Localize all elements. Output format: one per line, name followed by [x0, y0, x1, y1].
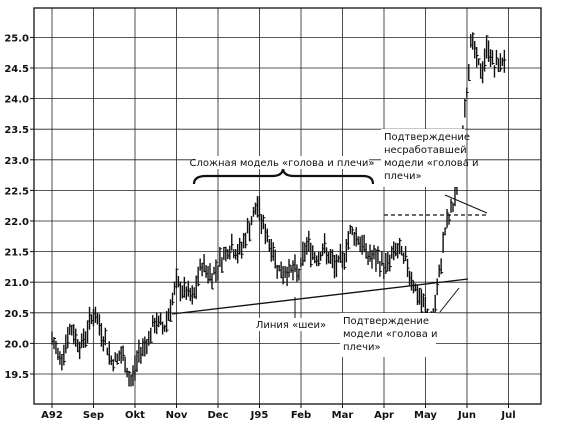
x-tick-label: Nov [166, 410, 188, 421]
y-tick-label: 22.0 [4, 217, 29, 228]
x-tick-label: Dec [207, 410, 228, 421]
neckline-label: Линия «шеи» [256, 320, 326, 331]
y-tick-label: 24.0 [4, 95, 29, 106]
failed-confirm-pointer [444, 194, 488, 214]
y-tick-label: 23.0 [4, 156, 29, 167]
x-tick-label: Jul [500, 410, 515, 421]
y-tick-label: 20.5 [4, 309, 29, 320]
y-tick-label: 20.0 [4, 339, 29, 350]
x-tick-label: Apr [374, 410, 394, 421]
x-tick-label: Jun [457, 410, 476, 421]
confirm-label-line-2: модели «голова и [343, 329, 438, 340]
neckline [171, 278, 469, 315]
x-tick-label: A92 [41, 410, 63, 421]
failed-confirm-label-line-3: модели «голова и [384, 158, 479, 169]
y-tick-label: 21.5 [4, 248, 29, 259]
head-shoulders-brace [192, 167, 375, 185]
x-tick-label: J95 [250, 410, 269, 421]
y-tick-label: 23.5 [4, 125, 29, 136]
y-tick-label: 25.0 [4, 33, 29, 44]
x-tick-label: Okt [125, 410, 145, 421]
price-bars [51, 32, 507, 387]
y-tick-label: 21.0 [4, 278, 29, 289]
annotation-layer: Сложная модель «голова и плечи» Подтверж… [171, 129, 488, 357]
failed-confirm-label-line-4: плечи» [384, 171, 422, 182]
confirm-label-line-3: плечи» [343, 342, 381, 353]
x-tick-label: Sep [83, 410, 104, 421]
complex-hs-label: Сложная модель «голова и плечи» [189, 158, 374, 169]
confirm-label-line-1: Подтверждение [343, 316, 429, 327]
y-tick-label: 19.5 [4, 370, 29, 381]
x-axis-ticks: A92 Sep Okt Nov Dec J95 Feb Mar Apr May Jun Jul [41, 404, 516, 421]
x-tick-label: May [414, 410, 437, 421]
failed-confirm-label-line-2: несработавшей [384, 145, 467, 156]
confirm-pointer [439, 287, 460, 313]
x-tick-label: Mar [332, 410, 354, 421]
plot-frame [33, 7, 542, 405]
y-tick-label: 24.5 [4, 64, 29, 75]
failed-confirm-label-line-1: Подтверждение [384, 132, 470, 143]
y-axis-ticks: 19.5 20.0 20.5 21.0 21.5 22.0 22.5 23.0 23.5 24.0… [4, 33, 34, 381]
x-tick-label: Feb [291, 410, 311, 421]
chart-grid [34, 8, 541, 404]
y-tick-label: 22.5 [4, 186, 29, 197]
